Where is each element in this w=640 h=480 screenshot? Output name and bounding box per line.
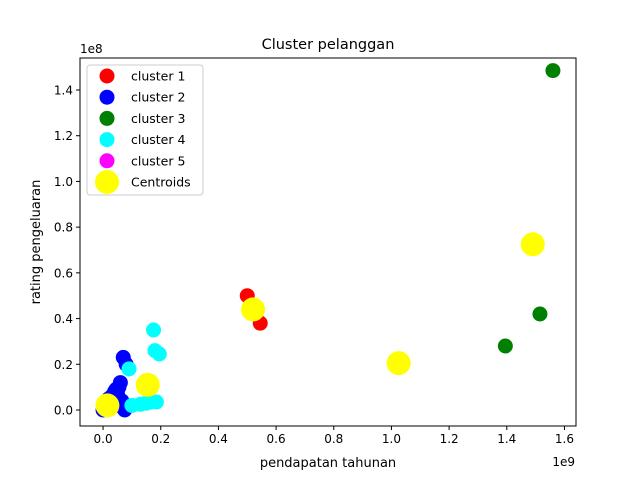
y-axis-ticks: 0.0 0.2 0.4 0.6 0.8 1.0 1.2 1.4: [54, 84, 80, 418]
x-axis-label: pendapatan tahunan: [260, 456, 396, 471]
data-point: [497, 338, 513, 354]
data-point: [108, 381, 124, 397]
data-point: [148, 394, 164, 410]
y-tick-label: 0.4: [54, 312, 73, 326]
chart-title: Cluster pelanggan: [262, 37, 395, 53]
y-tick-label: 0.6: [54, 266, 73, 280]
x-axis-offset-label: 1e9: [552, 455, 575, 469]
data-point: [135, 372, 160, 397]
x-tick-label: 0.6: [267, 432, 286, 446]
x-tick-label: 0.0: [94, 432, 113, 446]
y-tick-label: 0.8: [54, 221, 73, 235]
legend-marker: [99, 68, 115, 84]
x-tick-label: 1.6: [555, 432, 574, 446]
y-tick-label: 1.0: [54, 175, 73, 189]
series-cluster-4: [121, 322, 167, 413]
y-axis-offset-label: 1e8: [80, 42, 103, 56]
series-centroids: [95, 232, 545, 418]
data-point: [532, 306, 548, 322]
data-point: [151, 346, 167, 362]
legend-label: cluster 2: [131, 90, 185, 105]
plot-frame: [79, 57, 577, 427]
legend-marker: [95, 170, 119, 194]
legend-label: cluster 3: [131, 111, 185, 126]
y-tick-label: 0.0: [54, 404, 73, 418]
plot-area: [95, 63, 561, 418]
legend-label: cluster 1: [131, 69, 185, 84]
series-cluster-3: [497, 63, 561, 354]
data-point: [545, 63, 561, 79]
x-tick-label: 1.2: [440, 432, 459, 446]
legend-marker: [99, 89, 115, 105]
x-tick-label: 1.4: [497, 432, 516, 446]
legend: cluster 1 cluster 2 cluster 3 cluster 4 clus…: [86, 64, 204, 196]
data-point: [146, 322, 162, 338]
legend-box: [86, 64, 204, 196]
data-point: [95, 393, 120, 418]
x-tick-label: 0.8: [324, 432, 343, 446]
legend-marker: [99, 153, 115, 169]
data-point: [386, 351, 411, 376]
y-tick-label: 1.4: [54, 84, 73, 98]
data-point: [241, 297, 266, 322]
x-axis-ticks: 0.0 0.2 0.4 0.6 0.8 1.0 1.2 1.4 1.6: [94, 426, 574, 446]
y-tick-label: 0.2: [54, 358, 73, 372]
y-tick-label: 1.2: [54, 129, 73, 143]
legend-marker: [99, 132, 115, 148]
x-tick-label: 0.2: [151, 432, 170, 446]
y-axis-label: rating pengeluaran: [29, 180, 44, 305]
x-tick-label: 1.0: [382, 432, 401, 446]
data-point: [520, 232, 545, 257]
legend-label: cluster 5: [131, 153, 185, 168]
legend-label: Centroids: [131, 175, 191, 190]
legend-label: cluster 4: [131, 132, 185, 147]
x-tick-label: 0.4: [209, 432, 228, 446]
data-point: [121, 361, 137, 377]
legend-marker: [99, 110, 115, 126]
